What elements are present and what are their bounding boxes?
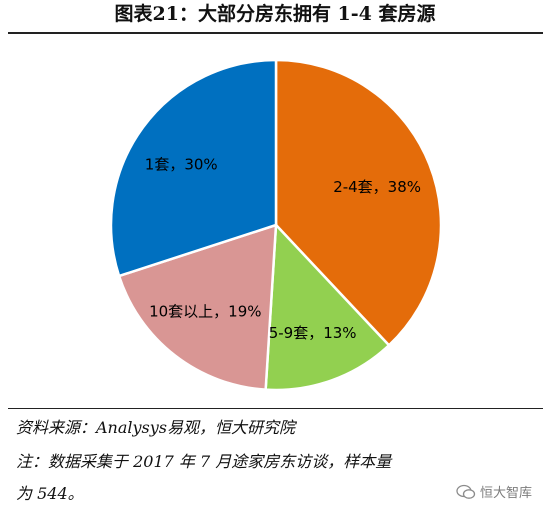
pie-slice-0	[274, 58, 443, 348]
watermark: 恒大智库	[456, 482, 532, 501]
pie-slice-1	[264, 222, 391, 392]
watermark-text: 恒大智库	[479, 486, 532, 501]
source-note: 资料来源：Analysys易观，恒大研究院	[16, 418, 296, 437]
footer-divider	[8, 408, 543, 409]
sample-note-line-1: 注：数据采集于 2017 年 7 月途家房东访谈，样本量	[16, 452, 392, 471]
pie-slice-3	[109, 58, 278, 278]
title-divider	[8, 32, 543, 34]
chart-title: 图表21：大部分房东拥有 1-4 套房源	[114, 3, 436, 25]
pie-slice-label-0: 2-4套，38%	[333, 178, 421, 196]
pie-slice-label-3: 1套，30%	[145, 155, 218, 173]
chat-bubble-icon	[456, 484, 476, 499]
sample-note-line-2: 为 544。	[16, 484, 84, 503]
pie-chart: 2-4套，38% 5-9套，13% 10套以上，19% 1套，30%	[109, 58, 443, 392]
pie-slice-label-2: 10套以上，19%	[149, 302, 261, 320]
pie-slice-label-1: 5-9套，13%	[269, 324, 357, 342]
pie-slice-2	[117, 223, 278, 392]
pie-labels: 2-4套，38% 5-9套，13% 10套以上，19% 1套，30%	[145, 155, 421, 341]
pie-slices	[109, 58, 443, 392]
